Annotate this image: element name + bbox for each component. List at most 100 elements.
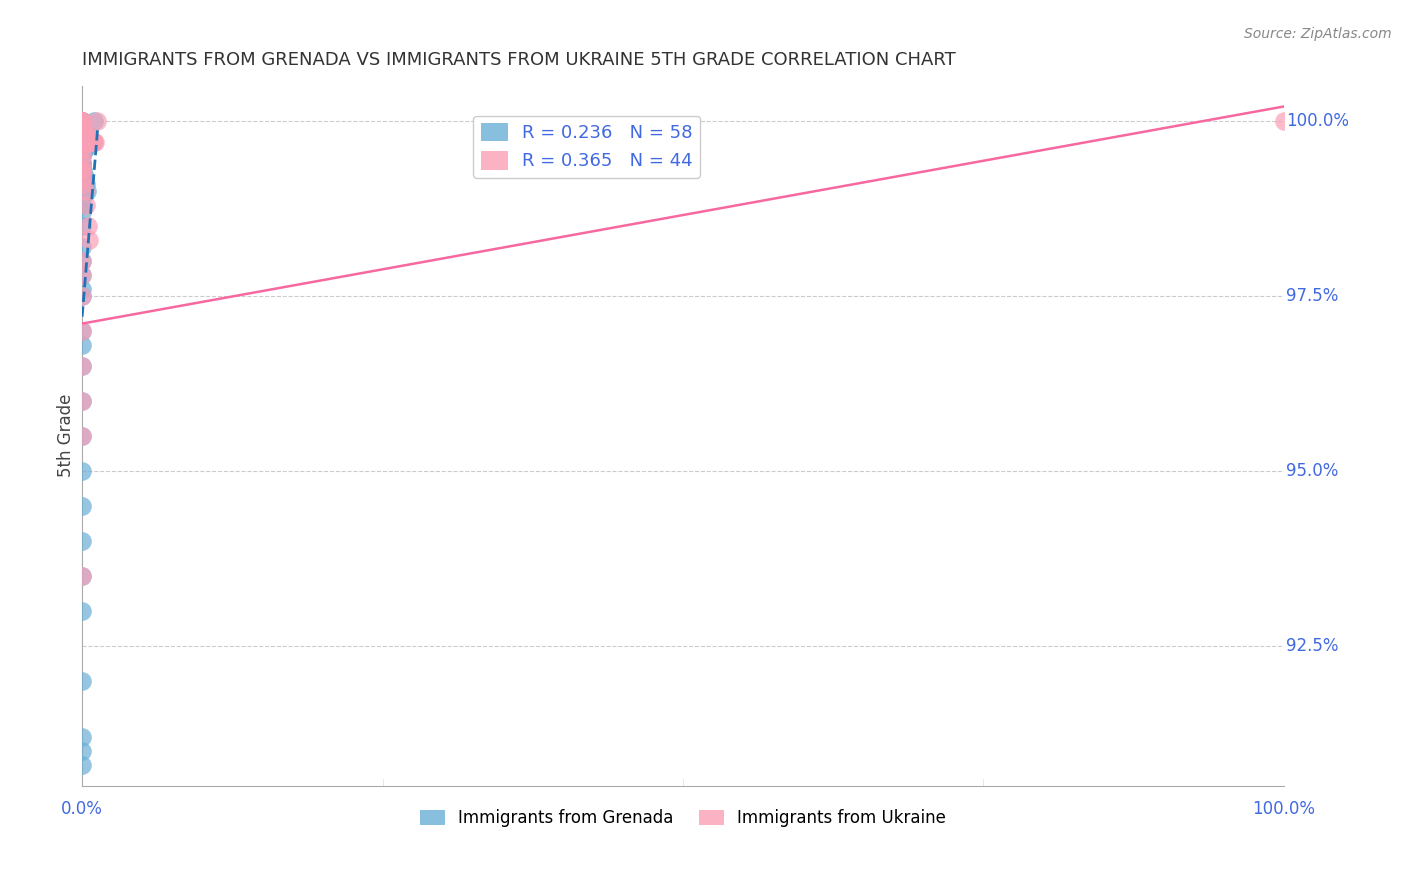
Immigrants from Grenada: [70, 359, 93, 373]
Immigrants from Grenada: [70, 239, 93, 253]
Immigrants from Grenada: [70, 757, 93, 772]
Immigrants from Grenada: [70, 730, 93, 744]
Immigrants from Grenada: [73, 142, 96, 156]
Immigrants from Grenada: [70, 113, 93, 128]
Immigrants from Ukraine: [70, 142, 93, 156]
Immigrants from Grenada: [70, 288, 93, 302]
Immigrants from Ukraine: [79, 233, 101, 247]
Immigrants from Ukraine: [82, 135, 104, 149]
Immigrants from Ukraine: [86, 113, 108, 128]
Immigrants from Grenada: [70, 155, 93, 169]
Immigrants from Grenada: [73, 169, 96, 184]
Immigrants from Grenada: [70, 673, 93, 688]
Immigrants from Grenada: [70, 499, 93, 513]
Text: 95.0%: 95.0%: [1286, 462, 1339, 480]
Immigrants from Grenada: [73, 135, 96, 149]
Immigrants from Ukraine: [70, 148, 93, 162]
Immigrants from Ukraine: [72, 169, 94, 184]
Text: 100.0%: 100.0%: [1253, 800, 1315, 818]
Immigrants from Grenada: [72, 135, 94, 149]
Immigrants from Ukraine: [77, 135, 100, 149]
Immigrants from Ukraine: [77, 219, 100, 233]
Immigrants from Ukraine: [72, 120, 94, 135]
Immigrants from Grenada: [70, 162, 93, 177]
Immigrants from Ukraine: [70, 113, 93, 128]
Immigrants from Ukraine: [70, 268, 93, 282]
Immigrants from Grenada: [70, 282, 93, 296]
Immigrants from Ukraine: [70, 288, 93, 302]
Immigrants from Grenada: [70, 324, 93, 338]
Immigrants from Grenada: [70, 204, 93, 219]
Legend: Immigrants from Grenada, Immigrants from Ukraine: Immigrants from Grenada, Immigrants from…: [413, 802, 952, 833]
Immigrants from Grenada: [70, 428, 93, 442]
Immigrants from Grenada: [72, 169, 94, 184]
Immigrants from Ukraine: [70, 113, 93, 128]
Text: 100.0%: 100.0%: [1286, 112, 1348, 129]
Immigrants from Grenada: [70, 190, 93, 204]
Immigrants from Ukraine: [70, 324, 93, 338]
Immigrants from Grenada: [76, 135, 98, 149]
Immigrants from Ukraine: [79, 135, 101, 149]
Immigrants from Grenada: [70, 744, 93, 758]
Immigrants from Grenada: [70, 337, 93, 351]
Immigrants from Grenada: [70, 113, 93, 128]
Immigrants from Grenada: [70, 148, 93, 162]
Immigrants from Grenada: [70, 155, 93, 169]
Y-axis label: 5th Grade: 5th Grade: [58, 394, 75, 477]
Immigrants from Ukraine: [70, 155, 93, 169]
Immigrants from Ukraine: [75, 128, 97, 142]
Text: Source: ZipAtlas.com: Source: ZipAtlas.com: [1244, 27, 1392, 41]
Immigrants from Ukraine: [72, 128, 94, 142]
Immigrants from Ukraine: [70, 113, 93, 128]
Immigrants from Ukraine: [72, 177, 94, 191]
Immigrants from Grenada: [70, 253, 93, 268]
Immigrants from Grenada: [70, 533, 93, 548]
Immigrants from Grenada: [79, 135, 101, 149]
Text: IMMIGRANTS FROM GRENADA VS IMMIGRANTS FROM UKRAINE 5TH GRADE CORRELATION CHART: IMMIGRANTS FROM GRENADA VS IMMIGRANTS FR…: [82, 51, 956, 69]
Immigrants from Ukraine: [80, 135, 103, 149]
Immigrants from Grenada: [70, 113, 93, 128]
Immigrants from Ukraine: [70, 428, 93, 442]
Immigrants from Ukraine: [70, 113, 93, 128]
Immigrants from Ukraine: [70, 393, 93, 408]
Immigrants from Ukraine: [70, 162, 93, 177]
Immigrants from Grenada: [72, 135, 94, 149]
Immigrants from Ukraine: [79, 135, 101, 149]
Immigrants from Grenada: [70, 113, 93, 128]
Immigrants from Grenada: [70, 162, 93, 177]
Immigrants from Grenada: [79, 135, 101, 149]
Immigrants from Grenada: [70, 393, 93, 408]
Immigrants from Ukraine: [76, 135, 98, 149]
Immigrants from Ukraine: [70, 253, 93, 268]
Immigrants from Grenada: [72, 162, 94, 177]
Immigrants from Grenada: [70, 113, 93, 128]
Immigrants from Ukraine: [70, 162, 93, 177]
Immigrants from Grenada: [75, 177, 97, 191]
Immigrants from Ukraine: [83, 135, 105, 149]
Immigrants from Grenada: [77, 128, 100, 142]
Immigrants from Grenada: [70, 113, 93, 128]
Immigrants from Grenada: [70, 464, 93, 478]
Immigrants from Grenada: [83, 113, 105, 128]
Immigrants from Ukraine: [70, 113, 93, 128]
Immigrants from Grenada: [70, 197, 93, 211]
Immigrants from Ukraine: [75, 135, 97, 149]
Immigrants from Ukraine: [73, 135, 96, 149]
Immigrants from Ukraine: [70, 113, 93, 128]
Immigrants from Grenada: [82, 135, 104, 149]
Immigrants from Ukraine: [70, 359, 93, 373]
Immigrants from Ukraine: [76, 128, 98, 142]
Text: 97.5%: 97.5%: [1286, 286, 1339, 304]
Immigrants from Ukraine: [75, 197, 97, 211]
Immigrants from Grenada: [76, 184, 98, 198]
Text: 92.5%: 92.5%: [1286, 637, 1339, 655]
Immigrants from Grenada: [70, 268, 93, 282]
Text: 0.0%: 0.0%: [62, 800, 103, 818]
Immigrants from Grenada: [75, 128, 97, 142]
Immigrants from Grenada: [70, 113, 93, 128]
Immigrants from Grenada: [70, 568, 93, 582]
Immigrants from Grenada: [77, 135, 100, 149]
Immigrants from Grenada: [70, 219, 93, 233]
Immigrants from Ukraine: [70, 568, 93, 582]
Immigrants from Ukraine: [73, 128, 96, 142]
